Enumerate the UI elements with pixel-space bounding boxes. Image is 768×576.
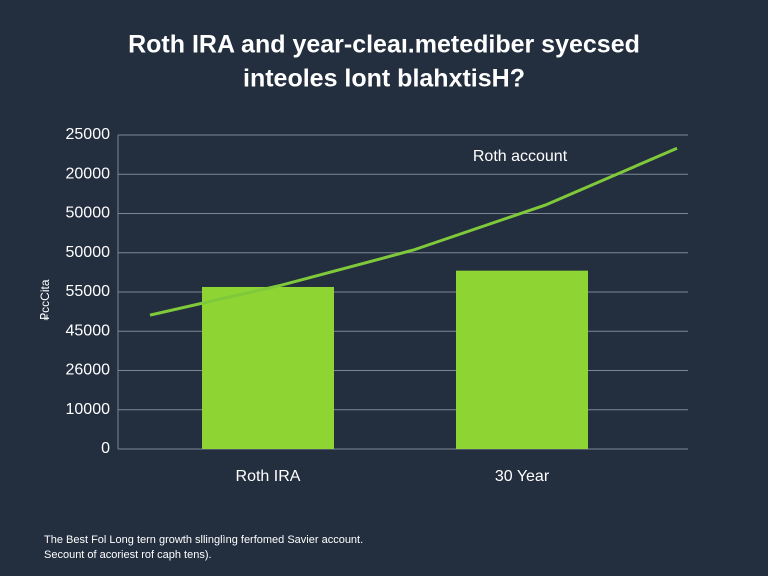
- x-tick-label: Roth IRA: [236, 468, 301, 485]
- bar: [456, 270, 588, 449]
- bar: [202, 286, 334, 449]
- y-tick-label: 10000: [66, 401, 111, 418]
- y-axis-label: ₽ccCita: [38, 279, 52, 320]
- y-tick-label: 20000: [66, 165, 111, 182]
- y-tick-label: 25000: [66, 126, 111, 143]
- y-tick-label: 0: [101, 440, 110, 457]
- line-series: [149, 146, 678, 317]
- y-tick-label: 26000: [66, 362, 111, 379]
- footnote: The Best Fol Long tern growth sllinglìng…: [44, 534, 363, 546]
- y-tick-label: 50000: [66, 244, 111, 261]
- chart-title: inteoles lont blahxtisH?: [243, 65, 525, 93]
- y-tick-label: 50000: [66, 205, 111, 222]
- annotation: Roth account: [473, 148, 568, 165]
- chart-title: Roth IRA and year-cleaı.metediber syecse…: [128, 31, 640, 59]
- x-tick-label: 30 Year: [495, 468, 550, 485]
- y-tick-label: 45000: [66, 322, 111, 339]
- footnote: Secount of acoriest rof caph tens).: [44, 549, 212, 561]
- y-tick-label: 55000: [66, 283, 111, 300]
